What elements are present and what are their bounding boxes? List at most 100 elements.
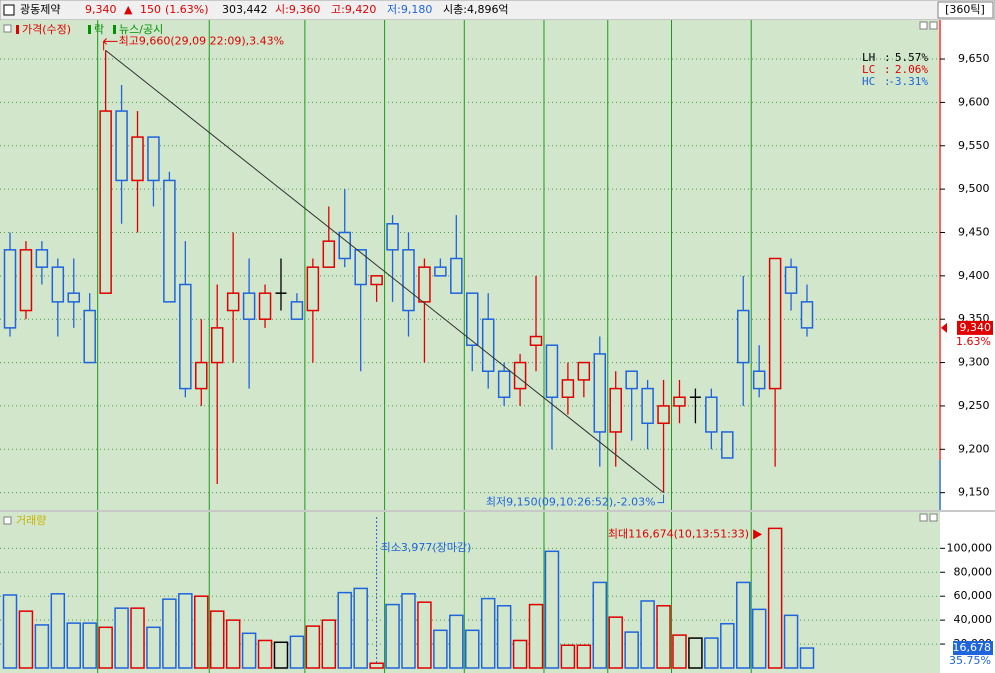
volume-bar bbox=[146, 626, 161, 669]
checkbox[interactable] bbox=[3, 4, 15, 16]
candle-body bbox=[545, 344, 559, 399]
candle-body bbox=[402, 249, 415, 312]
y-tick-label: 9,500 bbox=[958, 182, 990, 195]
volume-bar bbox=[480, 597, 496, 669]
candle-body bbox=[513, 361, 527, 390]
y-tick-label: 9,200 bbox=[958, 442, 990, 455]
candle-body bbox=[625, 370, 638, 390]
volume-bar bbox=[241, 632, 257, 669]
panel-icon bbox=[3, 516, 12, 525]
interval: [360틱] bbox=[945, 3, 985, 16]
volume-bar bbox=[34, 624, 50, 669]
volume-bar bbox=[353, 587, 368, 669]
market-cap: 시총:4,896억 bbox=[443, 3, 509, 16]
candle-body bbox=[800, 301, 814, 329]
label-marker bbox=[16, 25, 19, 34]
candle-body bbox=[306, 266, 320, 312]
volume-bar bbox=[209, 610, 225, 669]
high: 고:9,420 bbox=[331, 3, 376, 16]
volume-bar bbox=[50, 593, 66, 669]
candle-body bbox=[67, 292, 81, 303]
y-tick-label: 9,450 bbox=[958, 225, 990, 238]
change-pct: (1.63%) bbox=[165, 3, 209, 16]
high-arrow bbox=[102, 38, 118, 51]
stat-name: HC bbox=[862, 75, 875, 88]
stat-name: LH bbox=[862, 51, 875, 64]
volume-bar bbox=[704, 637, 719, 669]
candle-body bbox=[784, 266, 798, 294]
candle-body bbox=[19, 249, 33, 312]
low-label: 최저9,150(09,10:26:52),-2.03% bbox=[486, 496, 656, 509]
trend-line bbox=[105, 49, 664, 494]
candle-body bbox=[481, 318, 495, 372]
volume-bar bbox=[401, 593, 416, 669]
volume-bar bbox=[512, 639, 528, 669]
candle-body bbox=[131, 136, 144, 182]
change: 150 bbox=[140, 3, 161, 16]
current-pct: 35.75% bbox=[949, 654, 991, 667]
price: 9,340 bbox=[85, 3, 117, 16]
volume-bar bbox=[751, 608, 767, 669]
axis-area bbox=[940, 20, 995, 673]
current-pointer bbox=[941, 322, 947, 333]
low-arrow bbox=[657, 494, 665, 504]
y-tick-label: 40,000 bbox=[954, 613, 993, 626]
volume-bar bbox=[194, 595, 209, 669]
y-tick-label: 9,600 bbox=[958, 95, 990, 108]
candle-body bbox=[115, 110, 128, 182]
y-tick-label: 9,400 bbox=[958, 269, 990, 282]
candle-body bbox=[593, 353, 607, 433]
stat-value: 2.06% bbox=[895, 63, 928, 76]
panel-button[interactable] bbox=[919, 21, 928, 30]
current-box bbox=[953, 641, 993, 656]
volume-bar bbox=[82, 622, 97, 669]
panel-button[interactable] bbox=[929, 21, 938, 30]
stat-value: -3.31% bbox=[888, 75, 928, 88]
volume-bar bbox=[433, 629, 448, 669]
current-pct: 1.63% bbox=[956, 335, 991, 348]
candle-body bbox=[466, 292, 479, 346]
volume-bar bbox=[321, 619, 337, 669]
max-pointer bbox=[753, 529, 763, 540]
volume-bar bbox=[337, 591, 352, 669]
volume-bar bbox=[576, 644, 592, 669]
candle-body bbox=[354, 249, 367, 286]
news-label: 뉴스/공시 bbox=[119, 23, 163, 36]
volume-bar bbox=[449, 614, 464, 669]
volume-bar bbox=[385, 603, 400, 669]
volume-bar bbox=[130, 607, 145, 669]
volume-bar bbox=[369, 662, 384, 669]
candle-body bbox=[561, 379, 575, 399]
candle-body bbox=[434, 266, 447, 277]
candle-body bbox=[35, 249, 49, 268]
panel-button[interactable] bbox=[929, 513, 938, 522]
panel-icon bbox=[3, 24, 12, 33]
candle-body bbox=[51, 266, 65, 303]
candle-body bbox=[3, 249, 17, 329]
stat-name: LC bbox=[862, 63, 875, 76]
candle-body bbox=[386, 223, 399, 251]
interval-box[interactable] bbox=[937, 1, 994, 19]
y-tick-label: 9,300 bbox=[958, 356, 990, 369]
panel-button[interactable] bbox=[919, 513, 928, 522]
price-panel bbox=[0, 20, 940, 510]
candle-body bbox=[497, 370, 511, 399]
volume-bar bbox=[2, 594, 18, 669]
volume-bar bbox=[720, 622, 735, 669]
candle-body bbox=[736, 309, 750, 364]
volume-bar bbox=[624, 631, 639, 669]
volume-bar bbox=[560, 644, 576, 669]
candle-body bbox=[768, 257, 782, 390]
volume-bar bbox=[640, 600, 655, 669]
candle-body bbox=[258, 292, 272, 320]
volume-bar bbox=[465, 629, 480, 669]
low: 저:9,180 bbox=[387, 3, 432, 16]
volume-bar bbox=[18, 610, 34, 669]
y-tick-label: 60,000 bbox=[954, 589, 993, 602]
volume-bar bbox=[257, 639, 273, 669]
current-label: 16,678 bbox=[953, 641, 992, 654]
candle-body bbox=[673, 396, 686, 407]
candle-body bbox=[242, 292, 256, 320]
candle-body bbox=[577, 361, 591, 381]
